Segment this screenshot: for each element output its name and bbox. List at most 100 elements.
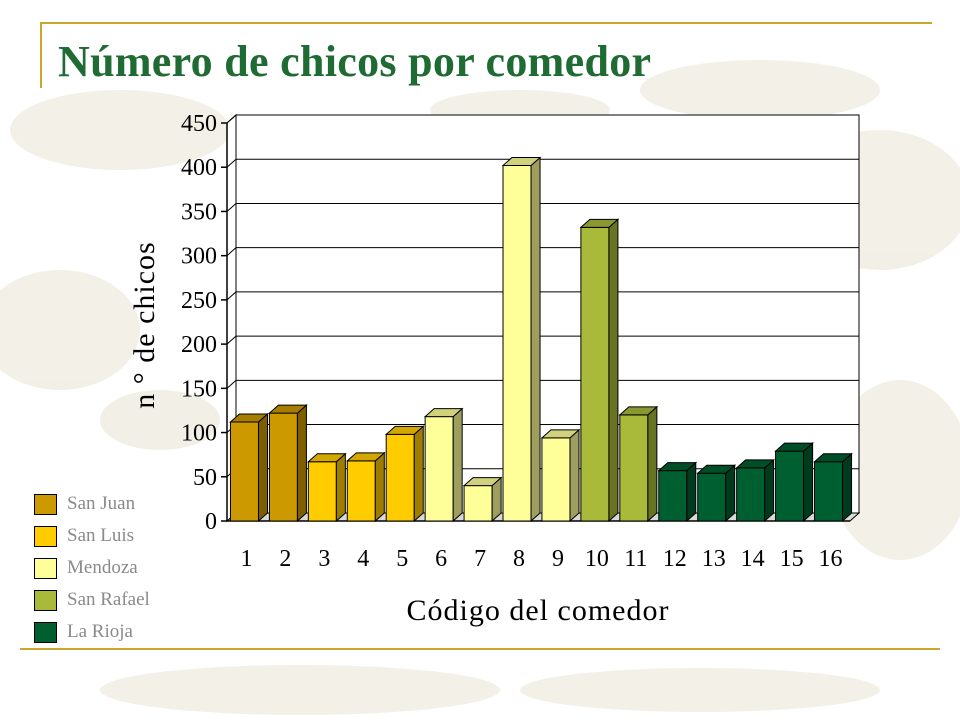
bar <box>462 476 503 523</box>
bar-front <box>307 461 337 522</box>
bar-front <box>424 416 454 522</box>
bar-side <box>452 407 463 523</box>
y-axis-title: n ° de chicos <box>128 241 161 408</box>
bar <box>501 156 542 523</box>
bar-side <box>374 451 385 523</box>
bar-front <box>502 164 532 522</box>
legend-swatch <box>34 589 57 611</box>
gridline-side <box>226 203 237 212</box>
x-tick-label: 10 <box>585 546 609 572</box>
bar-front <box>580 226 610 522</box>
y-tick-label: 250 <box>181 288 217 314</box>
gridline-side <box>226 114 237 124</box>
x-tick-label: 9 <box>552 546 564 572</box>
bar-front <box>346 460 376 522</box>
bar-top <box>345 452 386 462</box>
bar-front <box>268 412 298 522</box>
bar-top <box>618 406 659 416</box>
bar <box>618 405 659 523</box>
bar-top <box>579 218 620 228</box>
bars <box>229 156 853 523</box>
legend: San Juan San Luis Mendoza San Rafael La Rioj… <box>34 488 150 648</box>
x-tick-label: 5 <box>396 546 408 572</box>
x-tick-label: 11 <box>624 546 647 572</box>
bar-front <box>736 467 766 522</box>
bar-top <box>501 156 542 166</box>
legend-item: Mendoza <box>34 552 150 584</box>
gridline-side <box>226 158 237 168</box>
bar <box>774 442 814 523</box>
bar-top <box>735 459 775 469</box>
bar <box>345 451 386 523</box>
bar-front <box>814 461 844 522</box>
y-tick-label: 50 <box>193 465 217 491</box>
bar <box>657 461 698 523</box>
gridline-side <box>226 379 237 389</box>
bar-side <box>569 428 580 523</box>
x-tick-labels: 1 2 3 4 5 6 7 8 9 10 11 12 13 14 15 16 <box>240 546 842 572</box>
bar <box>540 428 581 523</box>
bar-top <box>696 464 737 474</box>
y-tick-label: 450 <box>181 111 217 137</box>
bar-top <box>307 453 347 463</box>
bar-side <box>764 458 775 523</box>
legend-label: San Luis <box>67 525 135 546</box>
legend-swatch <box>34 525 57 547</box>
bar-front <box>385 433 415 522</box>
x-tick-label: 16 <box>819 546 843 572</box>
legend-item: San Juan <box>34 488 150 520</box>
bar <box>579 218 620 523</box>
bar-side <box>725 464 736 523</box>
legend-label: La Rioja <box>67 621 133 642</box>
bar-front <box>658 470 688 522</box>
legend-label: Mendoza <box>67 557 138 578</box>
y-tick-label: 400 <box>181 155 217 181</box>
bar-top <box>657 462 698 472</box>
bar <box>813 452 853 523</box>
x-tick-label: 2 <box>279 546 291 572</box>
bar-front <box>541 437 571 522</box>
bar-top <box>229 413 269 423</box>
x-tick-label: 14 <box>741 546 765 572</box>
bar-side <box>686 461 697 523</box>
bar <box>268 403 308 523</box>
top-rule <box>40 22 932 24</box>
bar-front <box>697 472 727 522</box>
bar-front <box>619 414 649 522</box>
bar-front <box>775 450 805 522</box>
legend-swatch <box>34 493 57 515</box>
bar-top <box>423 408 464 418</box>
bar-top <box>268 404 308 414</box>
bar <box>229 412 269 523</box>
bottom-rule <box>20 648 940 650</box>
bar-top <box>384 425 425 435</box>
bar <box>735 458 775 523</box>
bar <box>307 452 347 523</box>
legend-label: San Juan <box>67 493 136 514</box>
slide-title: Número de chicos por comedor <box>58 37 652 86</box>
y-tick-label: 100 <box>181 421 217 447</box>
bar-side <box>335 452 346 523</box>
legend-item: La Rioja <box>34 616 150 648</box>
gridline-side <box>226 335 237 345</box>
bar-side <box>530 156 541 523</box>
x-tick-label: 4 <box>357 546 369 572</box>
bar-side <box>413 425 424 523</box>
x-axis-title: Código del comedor <box>407 594 670 627</box>
gridline-side <box>226 247 237 257</box>
bar <box>423 407 464 523</box>
x-tick-label: 8 <box>513 546 525 572</box>
bar-side <box>803 442 814 523</box>
bar-top <box>540 429 581 439</box>
bar-side <box>257 412 268 523</box>
y-tick-label: 150 <box>181 376 217 402</box>
legend-item: San Luis <box>34 520 150 552</box>
y-tick-label: 0 <box>205 509 217 535</box>
bar <box>384 425 425 523</box>
y-tick-label: 300 <box>181 244 217 270</box>
y-tick-label: 350 <box>181 199 217 225</box>
bar-side <box>296 403 307 523</box>
x-tick-label: 6 <box>435 546 447 572</box>
legend-item: San Rafael <box>34 584 150 616</box>
